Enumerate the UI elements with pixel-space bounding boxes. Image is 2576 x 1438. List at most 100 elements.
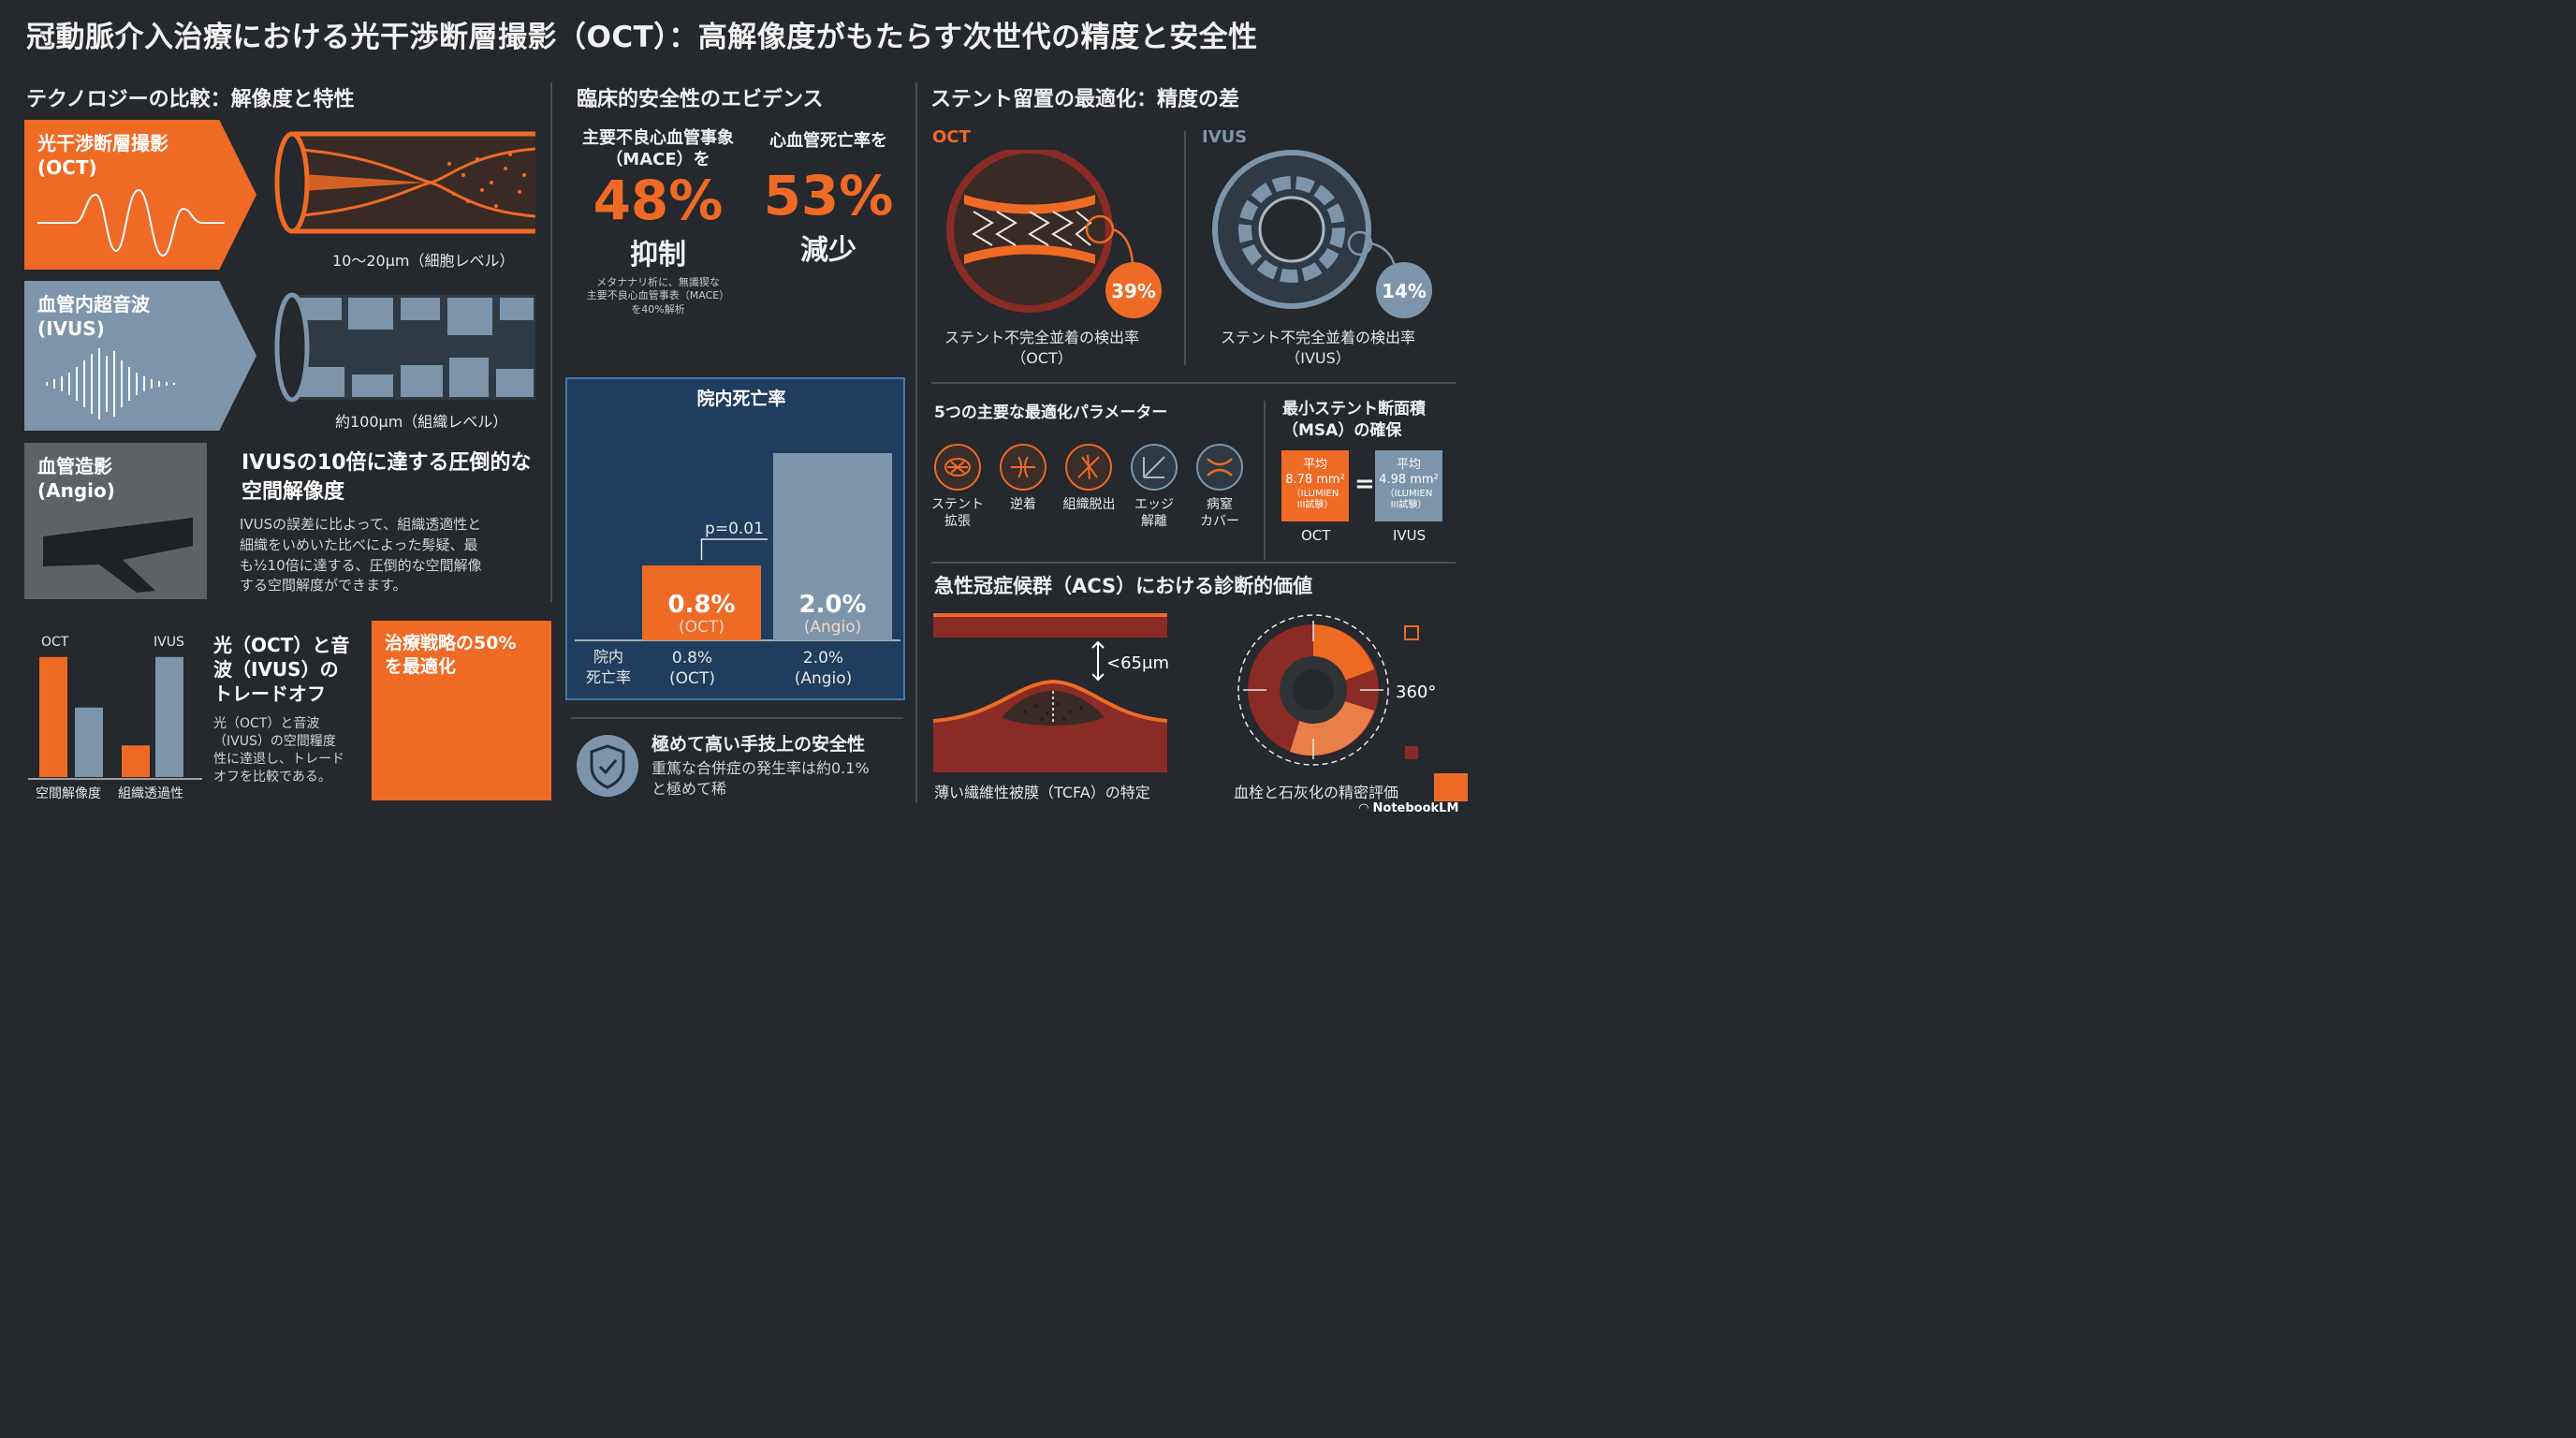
angio-card-line2: (Angio) <box>37 479 115 502</box>
angio-card: 血管造影 (Angio) <box>24 443 207 599</box>
param-label-line: エッジ <box>1134 497 1174 512</box>
mortality-axis-category: (OCT) <box>669 669 715 688</box>
stent-expansion-icon <box>934 444 981 491</box>
param-label-line: 解離 <box>1141 514 1167 530</box>
oct-detection-value: 39% <box>1111 280 1156 302</box>
msa-ivus-line: III試験） <box>1390 500 1427 510</box>
page-title: 冠動脈介入治療における光干渉断層撮影（OCT）：高解像度がもたらす次世代の精度と… <box>26 21 1258 54</box>
mini-chart-label-ivus: IVUS <box>154 635 184 650</box>
tissue-prolapse-icon <box>1065 444 1112 491</box>
ivus-card-line1: 血管内超音波 <box>37 293 150 315</box>
safety-body: 重篤な合併症の発生率は約0.1% と極めて稀 <box>651 758 870 799</box>
safety-title: 極めて高い手技上の安全性 <box>651 734 866 755</box>
resolution-body-line: IVUSの誤差に比よって、組織透適性と <box>240 516 482 533</box>
ivus-detection-caption-line: ステント不完全並着の検出率 <box>1220 329 1415 346</box>
oct-label: OCT <box>932 127 971 147</box>
oct-card: 光干渉断層撮影 (OCT) <box>24 120 256 270</box>
resolution-body-line: 細織をいめいた比べによった髣疑、最 <box>240 536 478 553</box>
mace-note: メタナナリ析に、無識猰な 主要不良心血管事表（MACE） を40%解析 <box>569 276 747 318</box>
param-label-coverage: 病窒 カバー <box>1192 496 1248 530</box>
strategy-box-line: を最適化 <box>385 655 457 677</box>
msa-equals: = <box>1354 470 1375 498</box>
divider-params-msa <box>1264 401 1266 560</box>
oct-card-label: 光干渉断層撮影 (OCT) <box>37 131 168 180</box>
mortality-chart-title: 院内死亡率 <box>696 388 785 409</box>
cardiac-death-label: 心血管死亡率を <box>769 131 887 151</box>
thrombus-angle: 360° <box>1396 682 1436 702</box>
mini-chart-bar-ivus <box>155 656 183 777</box>
mini-chart-xlabel-left: 空間解像度 <box>36 786 101 801</box>
ivus-stent-illustration: 14% <box>1212 150 1432 318</box>
msa-ivus-line: （ILUMIEN <box>1384 488 1433 499</box>
middle-section-header: 臨床的安全性のエビデンス <box>577 88 824 111</box>
tradeoff-title-line: 光（OCT）と音 <box>213 634 350 656</box>
mini-chart-label-oct: OCT <box>41 635 69 650</box>
p-value-label: p=0.01 <box>705 520 764 538</box>
tradeoff-body-line: オフを比較である。 <box>213 769 331 785</box>
oct-card-line1: 光干渉断層撮影 <box>37 132 168 154</box>
cardiac-death-value: 53% <box>763 164 894 227</box>
oct-stent-illustration: 39% <box>946 150 1162 318</box>
msa-title-line: 最小ステント断面積 <box>1282 400 1426 418</box>
mace-note-line: を40%解析 <box>631 303 685 316</box>
mortality-bar-value: 0.8% <box>667 591 735 619</box>
oct-detection-caption-line: （OCT） <box>1011 348 1073 367</box>
angio-card-line1: 血管造影 <box>37 455 112 477</box>
param-label-line: カバー <box>1200 514 1239 530</box>
divider-left <box>550 82 552 602</box>
acs-title: 急性冠症候群（ACS）における診断的価値 <box>934 575 1313 597</box>
mace-stat: 主要不良心血管事象 （MACE）を 48% 抑制 メタナナリ析に、無識猰な 主要… <box>569 127 747 317</box>
param-label-line: 病窒 <box>1207 497 1233 512</box>
malapposition-icon <box>1000 444 1046 491</box>
params-title: 5つの主要な最適化パラメーター <box>934 404 1168 422</box>
lesion-coverage-icon <box>1196 444 1243 491</box>
brand-label: NotebookLM <box>1372 801 1459 815</box>
divider-oct-ivus <box>1184 131 1186 365</box>
param-label-expansion: ステント 拡張 <box>929 496 986 530</box>
tradeoff-title-line: トレードオフ <box>213 682 326 705</box>
ivus-card: 血管内超音波 (IVUS) <box>24 281 256 431</box>
mortality-bar-angio <box>773 453 892 640</box>
mace-value: 48% <box>593 168 724 232</box>
corner-accent <box>1434 773 1468 801</box>
ivus-resolution-caption: 約100μm（組織レベル） <box>335 413 508 431</box>
mini-chart-bar-ivus <box>75 707 103 777</box>
tcfa-illustration: <65μm <box>932 613 1169 772</box>
thrombus-caption: 血栓と石灰化の精密評価 <box>1234 784 1399 801</box>
p-value-bracket <box>700 538 768 560</box>
msa-ivus-line: 平均 <box>1396 458 1421 472</box>
msa-title: 最小ステント断面積 （MSA）の確保 <box>1282 399 1426 442</box>
mortality-bar-value: 2.0% <box>798 591 866 619</box>
safety-body-line: と極めて稀 <box>651 779 727 798</box>
param-label-line: 組織脱出 <box>1062 497 1116 512</box>
msa-ivus-value: 4.98 mm² <box>1379 473 1439 488</box>
tcfa-measure: <65μm <box>1106 653 1169 673</box>
param-label-line: 拡張 <box>944 514 971 530</box>
mace-note-line: メタナナリ析に、無識猰な <box>596 275 720 288</box>
mortality-axis-value: 0.8% <box>672 649 712 668</box>
msa-oct-line: 平均 <box>1302 458 1327 472</box>
param-label-edge: エッジ 解離 <box>1126 496 1182 530</box>
mini-chart-xlabel-right: 組織透過性 <box>118 786 183 801</box>
mortality-axis-category: (Angio) <box>795 669 853 688</box>
notebooklm-brand: ◠ NotebookLM <box>1359 801 1458 815</box>
divider-h-right1 <box>931 382 1456 384</box>
resolution-body: IVUSの誤差に比よって、組織透適性と 細織をいめいた比べによった髣疑、最 も½… <box>240 515 539 596</box>
mace-label: 主要不良心血管事象 <box>582 128 734 148</box>
ivus-vessel-illustration <box>274 292 535 403</box>
msa-oct-value: 8.78 mm² <box>1285 473 1345 488</box>
mortality-row-label: 院内 <box>593 648 623 666</box>
tradeoff-title-line: 波（IVUS）の <box>213 658 339 681</box>
param-label-line: 逆着 <box>1010 497 1036 512</box>
mace-note-line: 主要不良心血管事表（MACE） <box>586 289 730 302</box>
mini-chart-bar-oct <box>39 656 67 777</box>
right-section-header: ステント留置の最適化：精度の差 <box>930 88 1240 111</box>
msa-oct-line: III試験） <box>1296 500 1334 510</box>
ivus-card-line2: (IVUS) <box>37 317 105 340</box>
resolution-title: IVUSの10倍に達する圧倒的な空間解像度 <box>242 451 532 504</box>
divider-h-mid <box>571 717 903 719</box>
mortality-bar-category: (OCT) <box>679 618 724 637</box>
param-label-malapposition: 逆着 <box>995 496 1051 513</box>
mini-chart-bar-oct <box>122 745 150 777</box>
resolution-body-line: する空間解度ができます。 <box>240 577 407 594</box>
